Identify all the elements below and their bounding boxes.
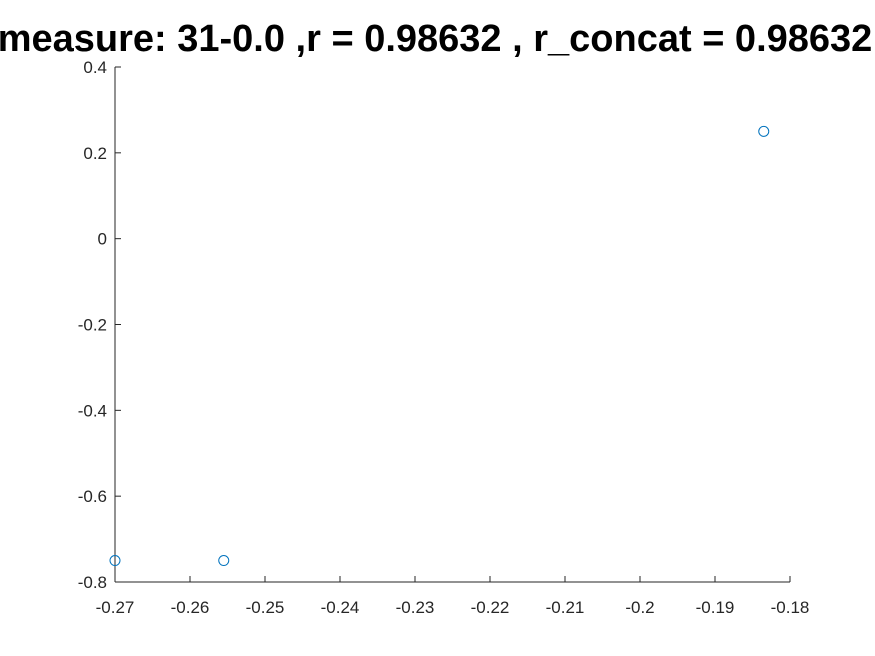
x-tick-label: -0.23 [396,598,435,617]
y-tick-label: 0.4 [83,58,107,77]
y-axis-ticks: 0.4 0.2 0 -0.2 -0.4 -0.6 -0.8 [78,58,121,592]
chart-title: measure: 31-0.0 ,r = 0.98632 , r_concat … [0,18,872,60]
x-tick-label: -0.18 [771,598,810,617]
x-tick-label: -0.21 [546,598,585,617]
x-tick-label: -0.27 [96,598,135,617]
data-point [758,125,770,137]
y-tick-label: 0 [98,230,107,249]
y-tick-label: -0.2 [78,316,107,335]
data-point [218,555,230,567]
y-tick-label: 0.2 [83,144,107,163]
x-tick-label: -0.24 [321,598,360,617]
y-tick-label: -0.4 [78,401,107,420]
data-point [109,555,121,567]
data-points [109,125,770,567]
x-tick-label: -0.22 [471,598,510,617]
x-tick-label: -0.25 [246,598,285,617]
y-tick-label: -0.8 [78,573,107,592]
x-axis-ticks: -0.27 -0.26 -0.25 -0.24 -0.23 -0.22 -0.21 -0.2 -… [96,576,810,617]
y-tick-label: -0.6 [78,487,107,506]
x-tick-label: -0.19 [696,598,735,617]
plot-axes: 0.40.20-0.2-0.4-0.6-0.8 -0.27 -0.26 -0.25-… [78,58,810,617]
x-tick-label: -0.2 [625,598,654,617]
x-tick-label: -0.26 [171,598,210,617]
